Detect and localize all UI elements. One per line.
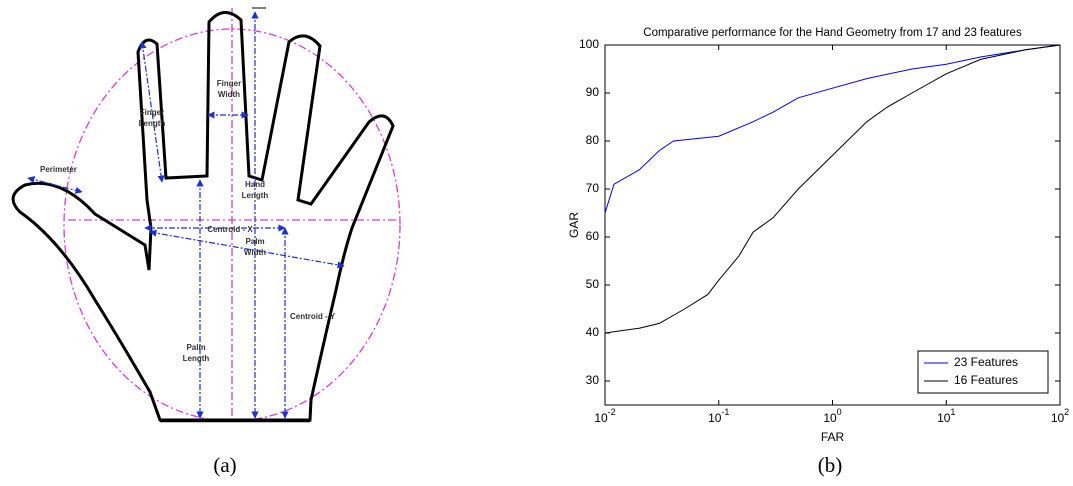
y-tick-label: 70 [586, 181, 600, 195]
label: Width [244, 248, 266, 257]
x-tick-label: 100 [823, 407, 841, 425]
caption: (b) [818, 453, 843, 477]
y-axis-label: GAR [567, 212, 581, 238]
y-tick-label: 30 [586, 373, 600, 387]
label: Finger [140, 108, 164, 117]
legend-label: 16 Features [954, 373, 1018, 387]
y-tick-label: 80 [586, 133, 600, 147]
y-tick-label: 50 [586, 277, 600, 291]
caption: (a) [213, 453, 236, 477]
x-tick-label: 102 [1051, 407, 1069, 425]
label: Width [218, 90, 240, 99]
y-tick-label: 90 [586, 85, 600, 99]
x-tick-exponent: 0 [837, 407, 842, 417]
x-tick-base: 10 [594, 411, 608, 425]
label: Perimeter [40, 165, 77, 174]
chart-title: Comparative performance for the Hand Geo… [643, 27, 1022, 39]
label: Centroid - X [207, 225, 253, 234]
x-tick-exponent: 2 [1064, 407, 1069, 417]
x-tick-exponent: -1 [721, 407, 729, 417]
x-tick-label: 10-2 [594, 407, 615, 425]
label: Palm [245, 237, 264, 246]
hand-diagram: Perimeter Finger Length Finger Width Han… [13, 8, 400, 477]
label: Length [242, 191, 269, 200]
figure: Perimeter Finger Length Finger Width Han… [0, 0, 1073, 486]
label: Palm [186, 343, 205, 352]
label: Length [139, 119, 166, 128]
label: Length [183, 354, 210, 363]
x-tick-base: 10 [823, 411, 837, 425]
label: Hand [245, 180, 265, 189]
x-tick-exponent: -2 [608, 407, 616, 417]
label: Centroid - Y [290, 312, 336, 321]
y-tick-label: 60 [586, 229, 600, 243]
x-tick-base: 10 [937, 411, 951, 425]
x-tick-label: 101 [937, 407, 955, 425]
legend-label: 23 Features [954, 355, 1018, 369]
label: Finger [217, 79, 241, 88]
x-tick-base: 10 [1051, 411, 1065, 425]
x-axis-label: FAR [821, 430, 845, 444]
y-tick-label: 100 [579, 37, 599, 51]
x-tick-exponent: 1 [950, 407, 955, 417]
chart: Comparative performance for the Hand Geo… [567, 27, 1069, 477]
y-tick-label: 40 [586, 325, 600, 339]
x-tick-label: 10-1 [708, 407, 729, 425]
x-tick-base: 10 [708, 411, 722, 425]
